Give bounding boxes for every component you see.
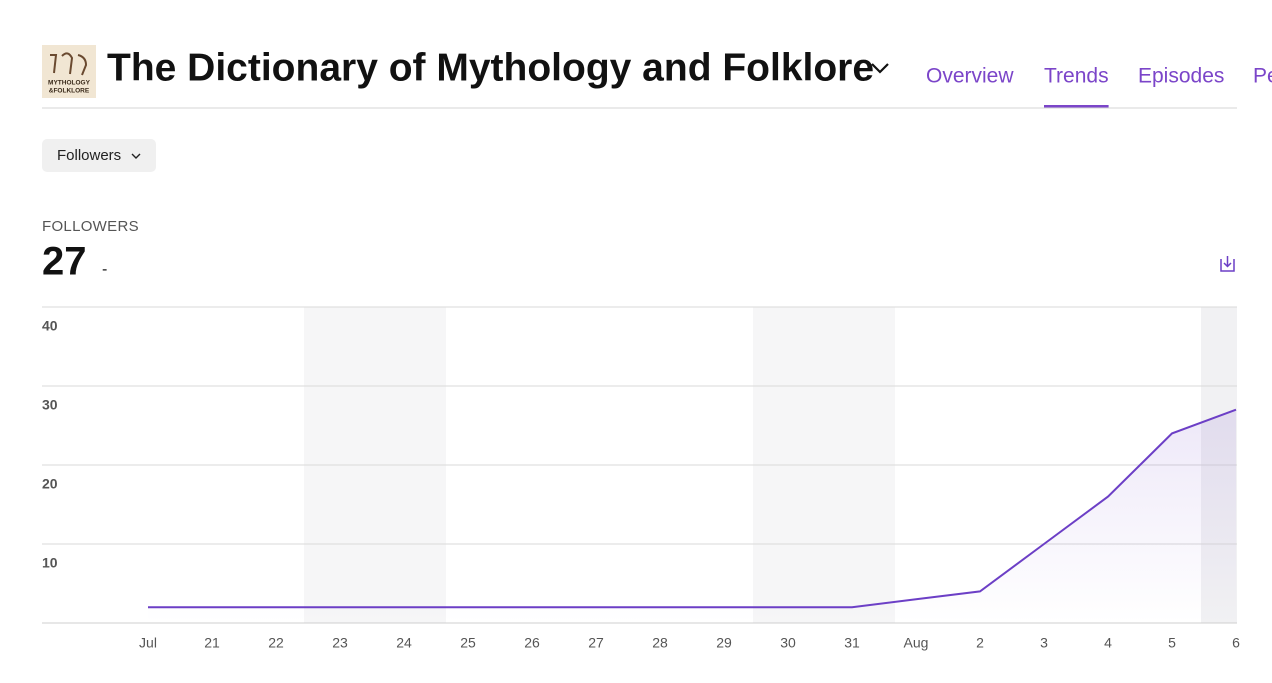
podcast-title: The Dictionary of Mythology and Folklore (107, 46, 874, 89)
logo-text: MYTHOLOGY (48, 80, 91, 87)
x-tick-label: 25 (460, 635, 476, 651)
x-tick-label: 6 (1232, 635, 1240, 651)
x-tick-label: 28 (652, 635, 668, 651)
x-tick-label: 2 (976, 635, 984, 651)
series-line (148, 408, 1237, 609)
x-tick-label: 22 (268, 635, 284, 651)
logo-text: &FOLKLORE (49, 88, 90, 95)
filter-button[interactable] (42, 139, 156, 172)
x-tick-label: 4 (1104, 635, 1112, 651)
y-tick-label: 30 (42, 397, 58, 413)
x-tick-label: 5 (1168, 635, 1176, 651)
x-tick-label: 29 (716, 635, 732, 651)
x-tick-label: Jul (139, 635, 157, 651)
x-tick-label: 24 (396, 635, 412, 651)
title-chevron[interactable] (871, 63, 889, 74)
filter-chevron (131, 153, 141, 159)
x-tick-label: 21 (204, 635, 220, 651)
download-icon[interactable] (1220, 256, 1235, 272)
tab-underline (1044, 105, 1109, 108)
y-tick-label: 20 (42, 476, 58, 492)
tab[interactable]: Overview (926, 65, 1014, 88)
series-area (148, 409, 1236, 623)
metric-label: FOLLOWERS (42, 218, 139, 235)
y-tick-label: 40 (42, 318, 58, 334)
logo-art (50, 52, 88, 76)
y-tick-label: 10 (42, 555, 58, 571)
metric-change: - (102, 261, 107, 278)
x-tick-label: 30 (780, 635, 796, 651)
filter-label: Followers (57, 147, 121, 164)
x-tick-label: 3 (1040, 635, 1048, 651)
x-tick-label: 23 (332, 635, 348, 651)
x-tick-label: 27 (588, 635, 604, 651)
tab[interactable]: Episodes (1138, 65, 1224, 88)
metric-value: 27 (42, 240, 87, 284)
x-tick-label: 26 (524, 635, 540, 651)
x-tick-label: 31 (844, 635, 860, 651)
tab[interactable]: Pe (1253, 65, 1272, 88)
tabs: Overview Trends Episodes Pe (926, 65, 1272, 108)
tab[interactable]: Trends (1044, 65, 1109, 88)
x-tick-label: Aug (904, 635, 929, 651)
